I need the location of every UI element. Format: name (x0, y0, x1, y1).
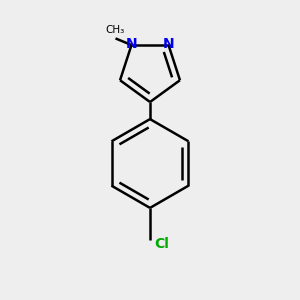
Text: Cl: Cl (154, 238, 169, 251)
Text: CH₃: CH₃ (106, 25, 125, 35)
Text: N: N (126, 37, 137, 50)
Text: N: N (163, 37, 174, 50)
